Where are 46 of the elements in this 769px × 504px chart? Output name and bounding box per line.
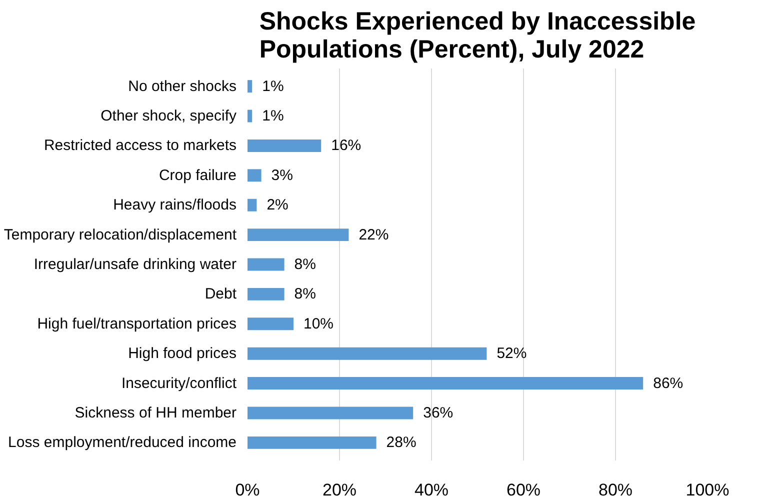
y-tick-label: Loss employment/reduced income bbox=[8, 434, 237, 452]
x-tick-label: 0% bbox=[235, 480, 260, 500]
data-label: 10% bbox=[304, 315, 334, 332]
bar bbox=[248, 377, 644, 390]
bar bbox=[248, 347, 487, 360]
data-label: 1% bbox=[262, 78, 284, 95]
bar bbox=[248, 110, 252, 122]
data-label: 36% bbox=[423, 404, 454, 422]
data-label: 8% bbox=[294, 256, 316, 273]
y-tick-label: Sickness of HH member bbox=[74, 404, 237, 422]
data-label: 52% bbox=[496, 345, 527, 362]
y-tick-label: Heavy rains/floods bbox=[113, 196, 237, 214]
data-label: 86% bbox=[653, 374, 684, 392]
data-label: 28% bbox=[386, 434, 416, 452]
data-label: 8% bbox=[294, 286, 316, 303]
data-label: 22% bbox=[358, 226, 389, 244]
y-tick-label: Insecurity/conflict bbox=[121, 374, 238, 392]
x-tick-label: 100% bbox=[686, 480, 730, 500]
bar bbox=[248, 80, 252, 93]
bar bbox=[248, 318, 294, 330]
data-label: 1% bbox=[262, 108, 284, 125]
bar bbox=[248, 436, 376, 449]
data-label: 3% bbox=[271, 166, 293, 184]
x-tick-label: 80% bbox=[598, 480, 633, 500]
bar bbox=[248, 198, 257, 212]
bar bbox=[248, 228, 349, 242]
x-tick-label: 60% bbox=[506, 480, 541, 500]
data-label: 2% bbox=[266, 196, 288, 214]
bar bbox=[248, 169, 262, 182]
y-tick-label: Restricted access to markets bbox=[44, 137, 236, 154]
y-tick-label: Crop failure bbox=[158, 166, 237, 184]
x-tick-label: 20% bbox=[322, 480, 357, 500]
y-tick-label: Temporary relocation/displacement bbox=[4, 226, 238, 244]
bar bbox=[248, 139, 322, 152]
y-tick-label: High fuel/transportation prices bbox=[37, 315, 237, 332]
data-label: 16% bbox=[331, 137, 362, 154]
y-tick-label: Debt bbox=[204, 286, 238, 303]
chart-title: Shocks Experienced by Inaccessible Populations (Percent), July 2022 bbox=[259, 8, 696, 64]
y-tick-label: High food prices bbox=[128, 345, 237, 362]
y-tick-label: Irregular/unsafe drinking water bbox=[34, 256, 237, 273]
y-tick-label: Other shock, specify bbox=[100, 108, 237, 125]
bar bbox=[248, 258, 284, 271]
bar bbox=[248, 288, 284, 300]
bar bbox=[248, 406, 414, 420]
y-tick-label: No other shocks bbox=[128, 78, 237, 95]
x-tick-label: 40% bbox=[414, 480, 449, 500]
